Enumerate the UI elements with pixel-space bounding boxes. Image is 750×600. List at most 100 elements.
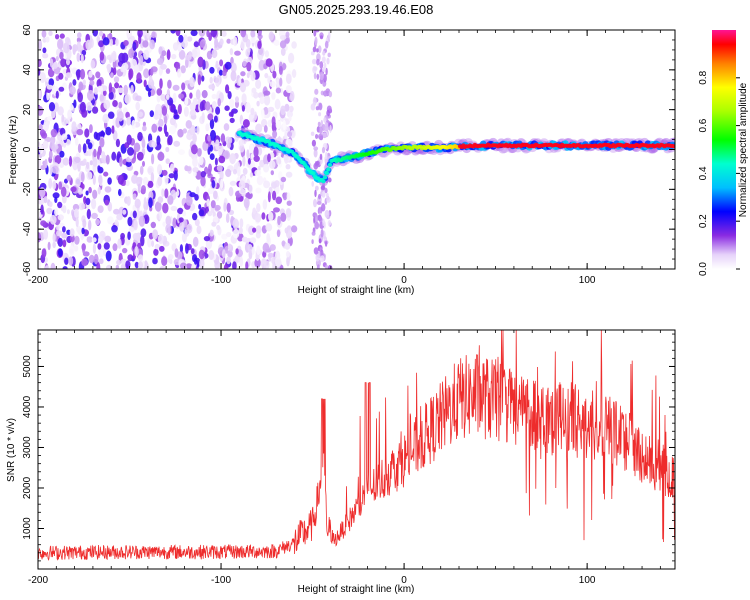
heatmap-cell bbox=[177, 68, 182, 78]
heatmap-cell bbox=[77, 143, 82, 153]
heatmap-cell bbox=[142, 176, 149, 186]
heatmap-cell bbox=[84, 128, 90, 138]
top-x-tick-label: 0 bbox=[401, 275, 407, 286]
heatmap-cell bbox=[230, 62, 237, 73]
heatmap-cell bbox=[165, 146, 170, 153]
heatmap-cell bbox=[44, 265, 50, 269]
heatmap-cell bbox=[250, 30, 256, 38]
heatmap-cell bbox=[161, 188, 165, 197]
heatmap-cell bbox=[272, 190, 277, 201]
heatmap-cell bbox=[152, 229, 159, 240]
heatmap-cell bbox=[69, 228, 75, 237]
heatmap-cell bbox=[48, 102, 56, 112]
heatmap-cell bbox=[88, 70, 93, 78]
heatmap-cell bbox=[98, 235, 104, 244]
heatmap-cell bbox=[73, 99, 77, 109]
heatmap-cell bbox=[313, 247, 319, 255]
heatmap-cell bbox=[267, 106, 275, 112]
heatmap-cell bbox=[256, 100, 260, 107]
heatmap-cell bbox=[38, 123, 43, 131]
heatmap-cell bbox=[39, 187, 46, 198]
heatmap-cell bbox=[279, 35, 287, 40]
heatmap-cell bbox=[269, 80, 276, 88]
heatmap-cell bbox=[173, 109, 178, 115]
heatmap-cell bbox=[280, 105, 286, 116]
heatmap-cell bbox=[107, 177, 112, 185]
heatmap-cell bbox=[52, 233, 56, 243]
heatmap-cell bbox=[229, 180, 237, 186]
heatmap-cell bbox=[218, 69, 223, 76]
heatmap-cell bbox=[69, 103, 74, 111]
heatmap-cell bbox=[321, 191, 326, 198]
heatmap-cell bbox=[116, 213, 123, 221]
heatmap-cell bbox=[74, 156, 81, 163]
heatmap-cell bbox=[159, 78, 163, 89]
heatmap-cell bbox=[82, 143, 87, 154]
heatmap-cell bbox=[317, 121, 321, 127]
heatmap-cell bbox=[289, 105, 294, 113]
heatmap-cell bbox=[275, 120, 281, 130]
heatmap-cell bbox=[109, 38, 113, 47]
heatmap-cell bbox=[252, 227, 257, 233]
heatmap-cell bbox=[254, 169, 262, 176]
heatmap-cell bbox=[271, 92, 276, 100]
colorbar-tick-label: 0.4 bbox=[698, 166, 709, 180]
heatmap-cell bbox=[45, 36, 50, 43]
heatmap-cell bbox=[319, 35, 324, 40]
heatmap-cell bbox=[76, 37, 81, 43]
heatmap-cell bbox=[56, 230, 63, 237]
heatmap-cell bbox=[211, 101, 217, 109]
heatmap-cell bbox=[193, 41, 200, 48]
heatmap-cell bbox=[189, 192, 196, 198]
heatmap-cell bbox=[47, 241, 51, 251]
heatmap-cell bbox=[246, 61, 252, 72]
heatmap-cell bbox=[249, 144, 254, 153]
heatmap-cell bbox=[232, 36, 238, 47]
heatmap-cell bbox=[48, 150, 53, 160]
heatmap-cell bbox=[319, 71, 325, 81]
heatmap-cell bbox=[97, 205, 104, 214]
heatmap-cell bbox=[130, 58, 138, 70]
heatmap-cell bbox=[131, 174, 138, 184]
heatmap-cell bbox=[88, 254, 95, 264]
top-y-tick-label: 60 bbox=[22, 24, 33, 36]
heatmap-cell bbox=[327, 264, 333, 269]
top-x-axis-label: Height of straight line (km) bbox=[298, 285, 415, 296]
heatmap-cell bbox=[42, 140, 49, 149]
heatmap-cell bbox=[143, 49, 150, 60]
heatmap-cell bbox=[111, 225, 118, 233]
heatmap-cell bbox=[163, 115, 168, 125]
bottom-y-tick-label: 5000 bbox=[22, 355, 33, 378]
heatmap-cell bbox=[280, 212, 287, 222]
heatmap-cell bbox=[210, 200, 216, 209]
heatmap-cell bbox=[194, 219, 200, 227]
heatmap-cell bbox=[177, 207, 184, 215]
heatmap-cell bbox=[68, 245, 75, 256]
heatmap-cell bbox=[64, 257, 69, 265]
heatmap-cell bbox=[57, 201, 63, 209]
heatmap-cell bbox=[105, 154, 110, 165]
heatmap-cell bbox=[192, 236, 199, 247]
bottom-y-tick-label: 1000 bbox=[22, 517, 33, 540]
heatmap-cell bbox=[201, 112, 205, 123]
heatmap-cell bbox=[58, 72, 64, 80]
heatmap-cell bbox=[183, 106, 189, 117]
heatmap-cell bbox=[312, 96, 317, 106]
heatmap-cell bbox=[262, 199, 268, 210]
heatmap-cell bbox=[291, 69, 297, 78]
heatmap-cell bbox=[115, 138, 120, 148]
heatmap-cell bbox=[286, 110, 293, 118]
heatmap-cell bbox=[282, 192, 288, 201]
heatmap-cell bbox=[64, 37, 71, 44]
heatmap-cell bbox=[246, 72, 250, 79]
heatmap-cell bbox=[49, 164, 53, 176]
heatmap-cell bbox=[102, 247, 107, 256]
heatmap-cell bbox=[80, 53, 84, 64]
heatmap-cell bbox=[137, 254, 144, 262]
heatmap-cell bbox=[253, 111, 258, 121]
heatmap-cell bbox=[204, 101, 211, 111]
heatmap-cell bbox=[214, 37, 219, 49]
heatmap-cell bbox=[256, 175, 264, 186]
heatmap-cells bbox=[38, 30, 675, 269]
heatmap-cell bbox=[311, 181, 315, 187]
